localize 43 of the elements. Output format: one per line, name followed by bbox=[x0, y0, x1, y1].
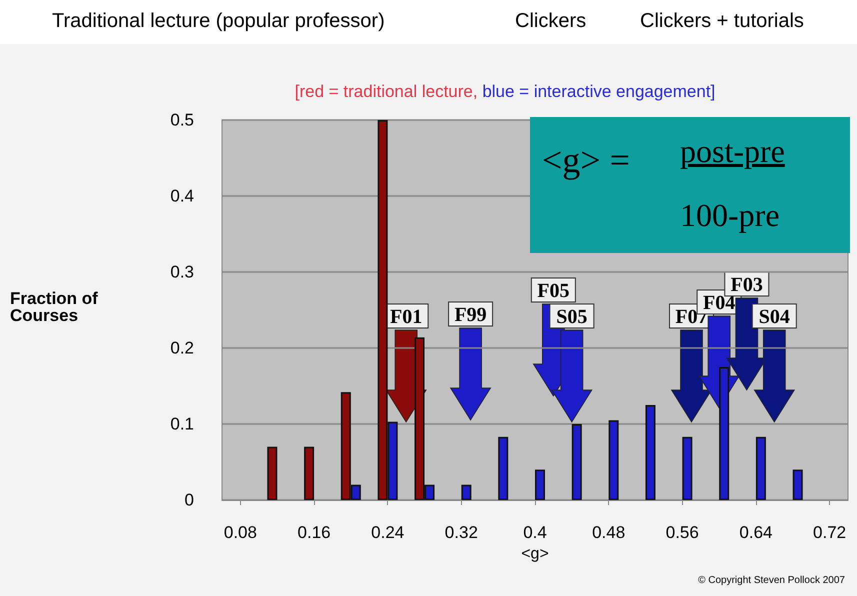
annotation: F99 bbox=[454, 304, 487, 326]
y-tick-label: 0.2 bbox=[170, 338, 194, 358]
bar bbox=[572, 424, 582, 500]
text: Clickers + tutorials bbox=[640, 10, 804, 33]
bar bbox=[608, 420, 619, 500]
bar bbox=[535, 470, 545, 500]
x-tick-label: 0.16 bbox=[298, 523, 331, 542]
annotation: 100-pre bbox=[680, 197, 780, 234]
chart-subtitle: [red = traditional lecture, blue = interactive engagement] bbox=[294, 82, 716, 101]
annotation: S05 bbox=[556, 306, 588, 328]
bar bbox=[756, 436, 766, 500]
bar bbox=[498, 436, 508, 500]
annotation: post-pre bbox=[680, 133, 785, 170]
bar bbox=[304, 446, 314, 500]
annotation: F05 bbox=[537, 280, 570, 302]
bar bbox=[645, 405, 656, 500]
y-tick-label: 0.4 bbox=[170, 186, 194, 206]
text: Traditional lecture (popular professor) bbox=[52, 10, 385, 33]
x-tick-label: 0.72 bbox=[813, 523, 846, 542]
y-tick-label: 0.5 bbox=[170, 110, 194, 130]
x-axis-title: <g> bbox=[521, 545, 549, 562]
x-tick-label: 0.56 bbox=[666, 523, 699, 542]
bar bbox=[461, 484, 472, 500]
bar bbox=[719, 367, 730, 500]
x-tick-label: 0.48 bbox=[592, 523, 626, 542]
text: Clickers bbox=[515, 10, 586, 33]
x-tick-label: 0.08 bbox=[224, 523, 257, 542]
x-tick-label: 0.24 bbox=[371, 523, 404, 542]
y-tick-label: 0 bbox=[184, 490, 194, 510]
bar bbox=[792, 470, 803, 500]
bar bbox=[682, 436, 692, 500]
annotation: F01 bbox=[390, 306, 422, 328]
text: © Copyright Steven Pollock 2007 bbox=[698, 575, 845, 586]
y-tick-label: 0.1 bbox=[170, 414, 194, 434]
x-tick-label: 0.64 bbox=[739, 523, 772, 542]
annotation: <g> = bbox=[542, 139, 630, 181]
bar bbox=[267, 446, 278, 500]
x-tick-label: 0.4 bbox=[523, 523, 547, 542]
y-tick-label: 0.3 bbox=[170, 262, 194, 282]
annotation: S04 bbox=[758, 306, 790, 328]
x-tick-label: 0.32 bbox=[444, 523, 478, 542]
formula-box: <g> = post-pre 100-pre bbox=[530, 117, 850, 253]
y-axis-title: Fraction of Courses bbox=[10, 289, 103, 325]
